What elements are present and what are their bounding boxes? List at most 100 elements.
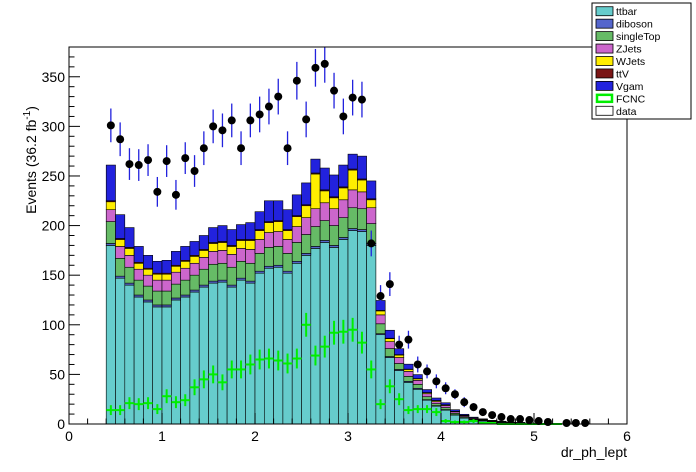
data-point-47	[543, 418, 552, 427]
data-point-48	[562, 419, 571, 428]
data-point-46	[534, 417, 543, 426]
bar-ZJets-31	[394, 357, 405, 364]
bar-ZJets-2	[124, 255, 135, 268]
bar-singleTop-9	[189, 274, 200, 291]
bar-Vgam-25	[338, 164, 349, 188]
bar-Vgam-21	[301, 182, 312, 206]
bar-WJets-26	[347, 169, 358, 191]
data-point-40	[478, 408, 487, 417]
bar-Vgam-9	[189, 241, 200, 256]
bar-Vgam-30	[384, 329, 395, 339]
bar-ZJets-22	[310, 208, 321, 227]
data-point-31	[395, 340, 404, 349]
bar-Vgam-23	[319, 167, 330, 191]
data-point-38	[460, 398, 469, 407]
y-tick-label-350: 350	[42, 69, 66, 85]
bar-ZJets-28	[366, 207, 377, 224]
bar-singleTop-13	[226, 266, 237, 286]
bar-Vgam-33	[412, 374, 423, 379]
bar-singleTop-17	[263, 247, 274, 267]
bar-ttbar-22	[310, 248, 321, 425]
y-tick-label-300: 300	[42, 118, 66, 134]
bar-ZJets-7	[171, 271, 181, 285]
bar-singleTop-1	[115, 258, 126, 277]
bar-singleTop-15	[245, 262, 256, 282]
bar-Vgam-15	[245, 222, 256, 240]
legend-label-ZJets: ZJets	[616, 44, 642, 56]
bar-Vgam-0	[105, 164, 116, 202]
bar-ZJets-16	[254, 239, 265, 254]
data-point-2	[125, 160, 134, 169]
data-point-14	[237, 144, 246, 153]
bar-singleTop-25	[338, 217, 349, 238]
data-point-6	[162, 157, 171, 166]
data-point-27	[357, 95, 366, 104]
stacked-histogram	[105, 153, 609, 425]
bar-WJets-0	[105, 201, 116, 211]
data-points-series	[106, 47, 590, 428]
data-point-12	[218, 126, 227, 135]
bar-ZJets-27	[356, 191, 367, 210]
bar-ttbar-15	[245, 282, 256, 425]
bar-singleTop-34	[422, 396, 432, 400]
bar-WJets-16	[254, 230, 265, 240]
x-tick-label-6: 6	[623, 428, 631, 444]
bar-ZJets-25	[338, 199, 349, 218]
bar-ttbar-11	[208, 282, 219, 425]
bar-WJets-5	[152, 273, 163, 281]
bar-ZJets-4	[143, 274, 153, 287]
bar-Vgam-3	[133, 246, 144, 263]
bar-WJets-31	[394, 354, 405, 358]
bar-ttbar-6	[161, 306, 172, 425]
bar-Vgam-7	[171, 251, 181, 266]
data-point-20	[292, 76, 301, 85]
bar-ZJets-11	[208, 251, 219, 265]
legend-swatch-WJets	[595, 56, 614, 66]
bar-WJets-14	[236, 240, 246, 249]
bar-ZJets-30	[384, 341, 395, 349]
x-tick-label-3: 3	[344, 428, 352, 444]
bar-ZJets-10	[198, 257, 209, 270]
bar-WJets-27	[356, 179, 367, 193]
bar-singleTop-26	[347, 207, 358, 229]
bar-WJets-6	[161, 273, 172, 281]
y-axis-title-suffix: )	[23, 106, 39, 111]
bar-Vgam-17	[263, 200, 274, 222]
data-point-34	[423, 367, 432, 376]
bar-WJets-2	[124, 248, 135, 256]
x-tick-label-1: 1	[158, 428, 166, 444]
bar-WJets-17	[263, 222, 274, 233]
bar-singleTop-24	[329, 225, 339, 246]
x-axis-title: dr_ph_lept	[561, 444, 627, 460]
data-point-37	[450, 390, 459, 399]
bar-singleTop-22	[310, 226, 321, 247]
y-tick-label-150: 150	[42, 267, 66, 283]
data-point-17	[264, 102, 273, 111]
bar-ZJets-32	[403, 371, 414, 377]
data-point-41	[488, 411, 497, 420]
bar-ttbar-19	[282, 272, 293, 425]
bar-Vgam-5	[152, 260, 163, 274]
bar-Vgam-18	[273, 200, 284, 221]
bar-Vgam-12	[217, 225, 228, 242]
legend-swatch-ttV	[595, 68, 614, 79]
bar-WJets-1	[115, 239, 126, 247]
bar-ZJets-33	[412, 380, 423, 385]
bar-ttbar-0	[105, 245, 116, 425]
bar-Vgam-1	[115, 214, 126, 239]
bar-ttbar-18	[273, 266, 284, 425]
legend-label-WJets: WJets	[616, 56, 645, 68]
bar-ttbar-17	[263, 267, 274, 425]
legend-label-Vgam: Vgam	[616, 81, 644, 93]
bar-singleTop-19	[282, 253, 293, 272]
data-point-5	[153, 187, 162, 196]
bar-singleTop-7	[171, 283, 181, 299]
bar-Vgam-26	[347, 153, 358, 170]
bar-Vgam-6	[161, 260, 172, 274]
bar-singleTop-6	[161, 290, 172, 306]
bar-ZJets-24	[329, 208, 339, 226]
data-point-7	[171, 190, 180, 199]
data-point-35	[432, 377, 441, 386]
bar-singleTop-2	[124, 266, 135, 284]
bar-WJets-25	[338, 187, 349, 201]
